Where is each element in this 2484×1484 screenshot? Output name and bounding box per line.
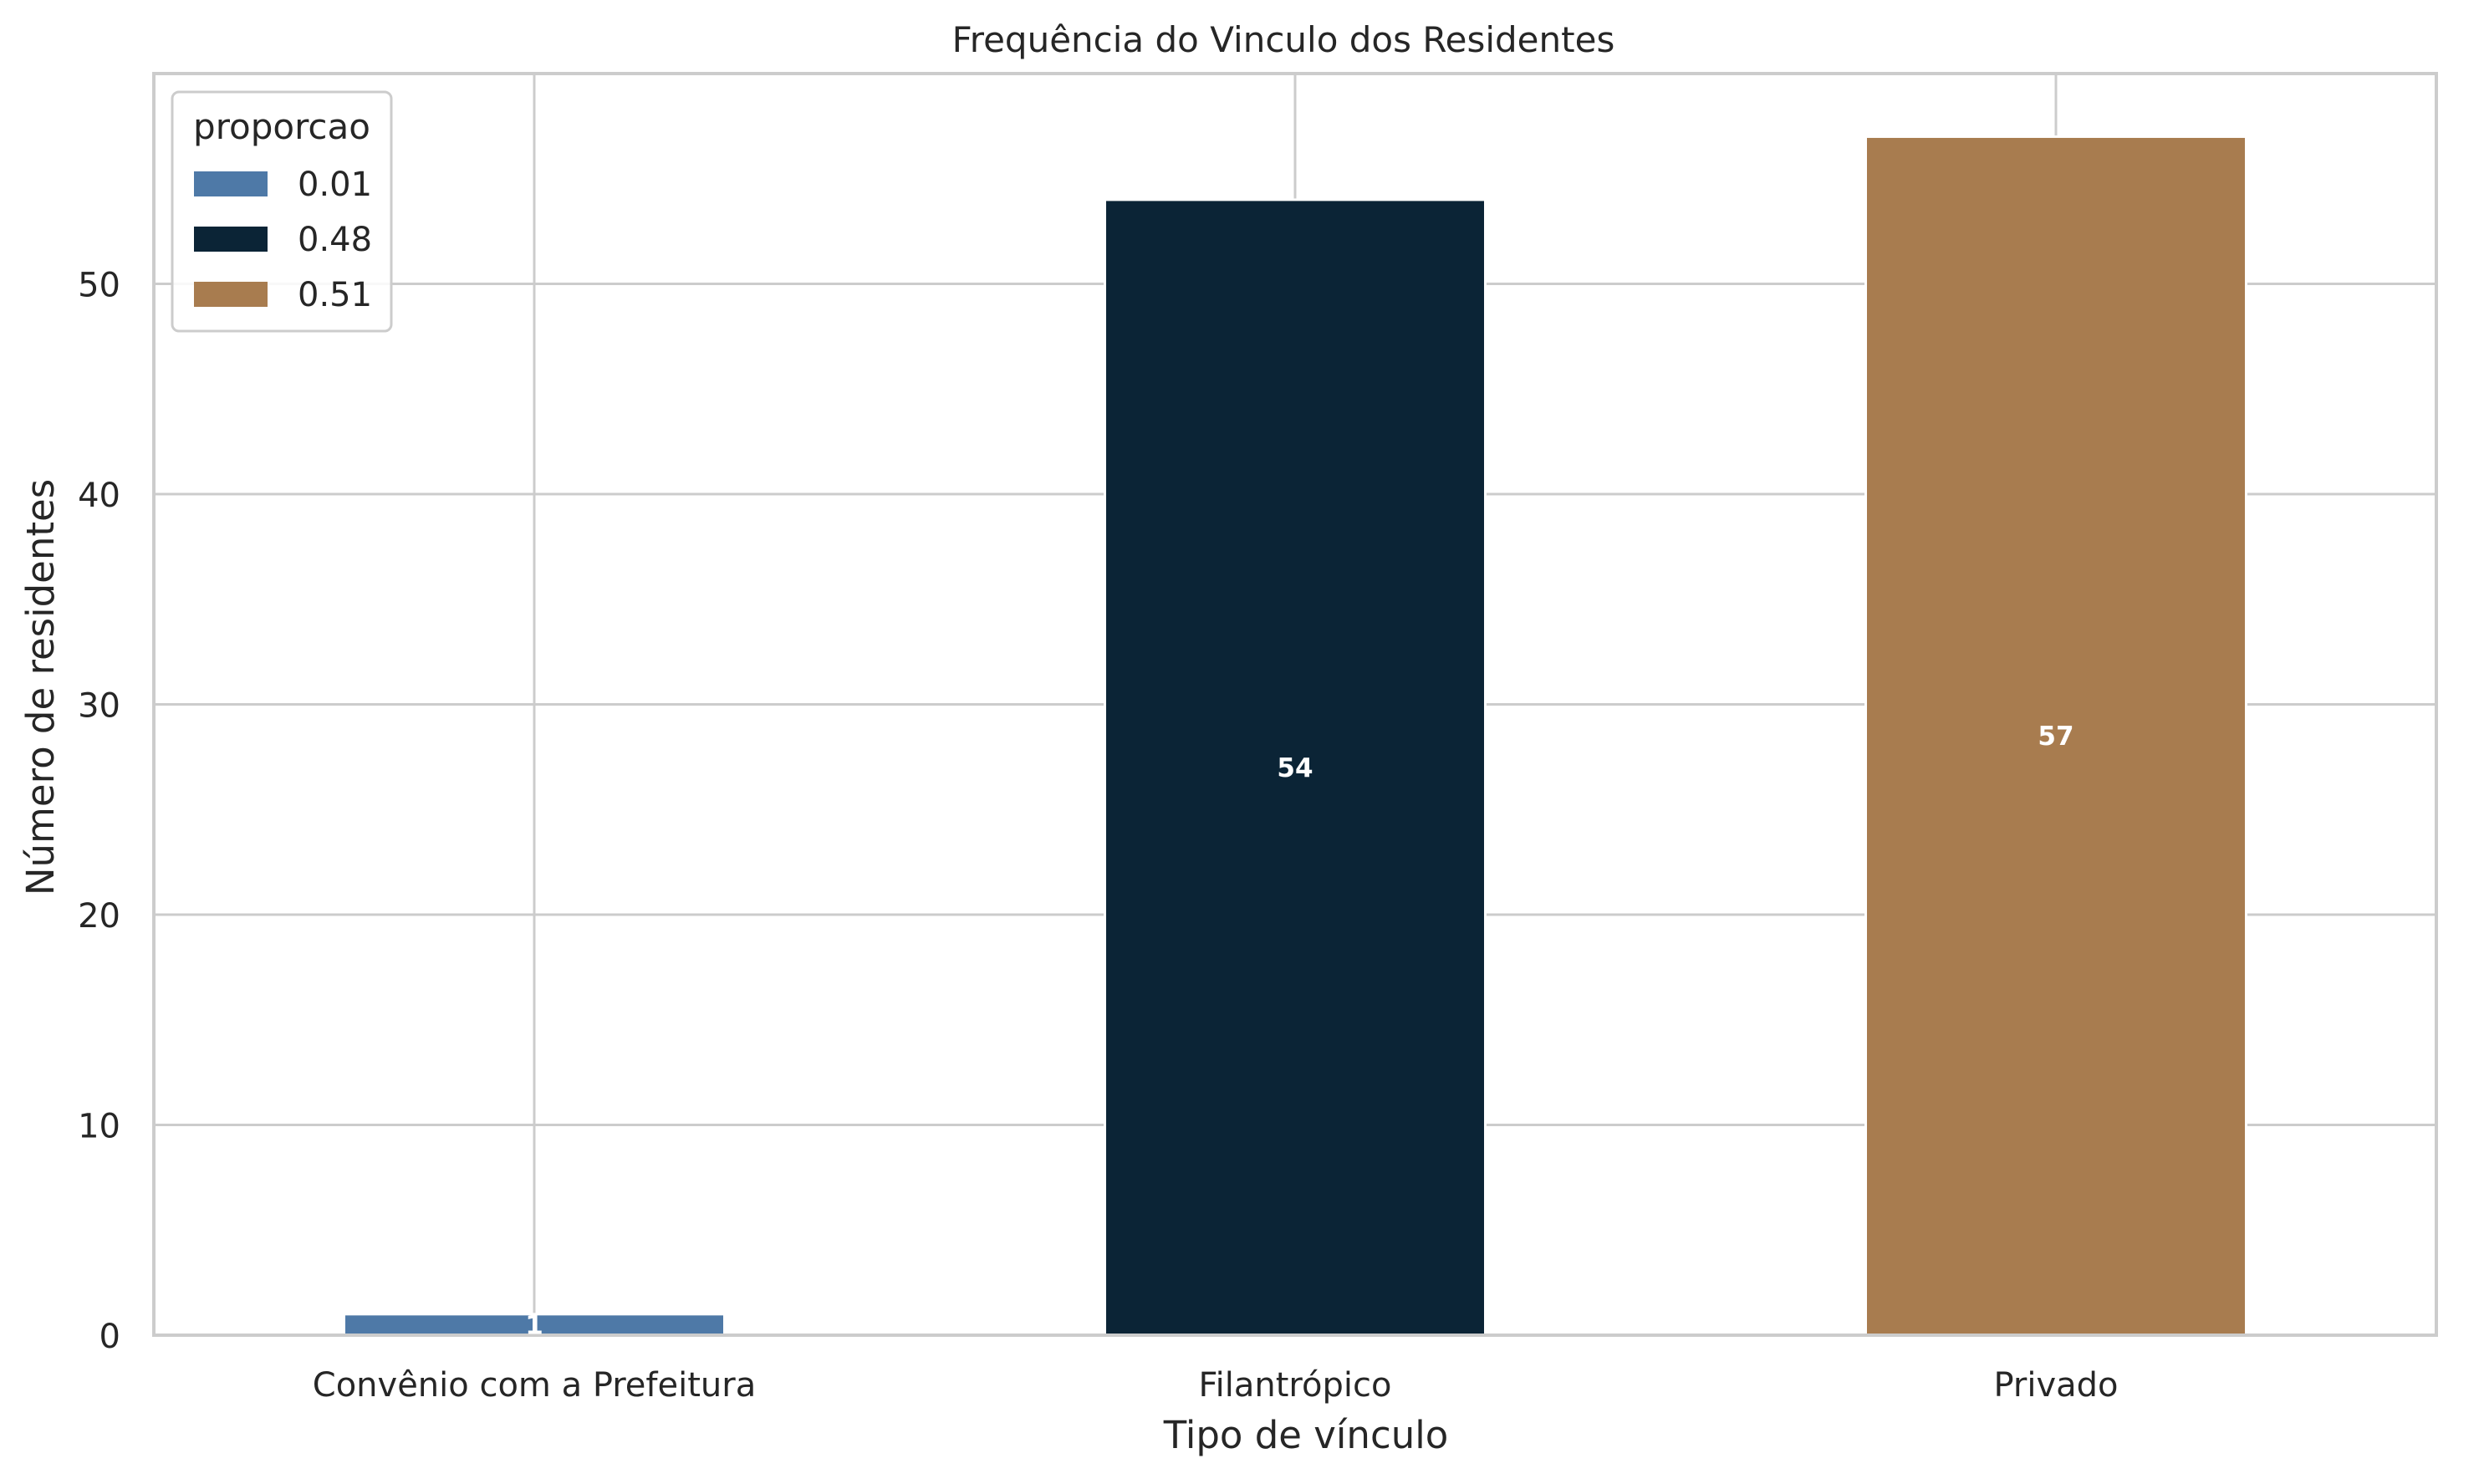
x-tick-label: Filantrópico [1199, 1366, 1392, 1405]
y-tick-label: 10 [78, 1108, 120, 1146]
tick-layer: 0 10 20 30 40 50 Convênio com a Prefeitura Fila… [78, 267, 2118, 1405]
y-tick-label: 0 [99, 1318, 120, 1356]
x-axis-label: Tipo de vínculo [1163, 1413, 1449, 1457]
x-tick-label: Privado [1993, 1366, 2118, 1405]
chart-title: Frequência do Vinculo dos Residentes [952, 19, 1615, 60]
x-tick-label: Convênio com a Prefeitura [313, 1366, 756, 1405]
legend-box [171, 90, 393, 333]
y-tick-label: 40 [78, 477, 120, 515]
y-axis-label: Número de residentes [18, 479, 63, 895]
legend-swatch [194, 171, 268, 196]
legend-swatch [194, 282, 268, 307]
plot-border [152, 72, 2438, 1337]
bar [1104, 198, 1487, 1337]
data-label-layer: 1 54 57 [525, 722, 2073, 1340]
bar-value-label: 1 [525, 1310, 543, 1340]
legend-entry-label: 0.01 [298, 166, 372, 204]
y-tick-label: 20 [78, 897, 120, 936]
y-tick-label: 30 [78, 687, 120, 726]
legend: proporcao 0.01 0.48 0.51 [171, 90, 393, 333]
bar [1864, 135, 2247, 1337]
bar-layer [343, 135, 2247, 1337]
legend-entry-label: 0.51 [298, 276, 372, 314]
legend-title: proporcao [193, 106, 370, 147]
plot-frame [152, 72, 2438, 1337]
legend-swatch [194, 227, 268, 252]
y-tick-label: 50 [78, 267, 120, 305]
bar-value-label: 57 [2038, 722, 2073, 752]
bar-value-label: 54 [1277, 753, 1313, 783]
legend-entry-label: 0.48 [298, 221, 372, 259]
